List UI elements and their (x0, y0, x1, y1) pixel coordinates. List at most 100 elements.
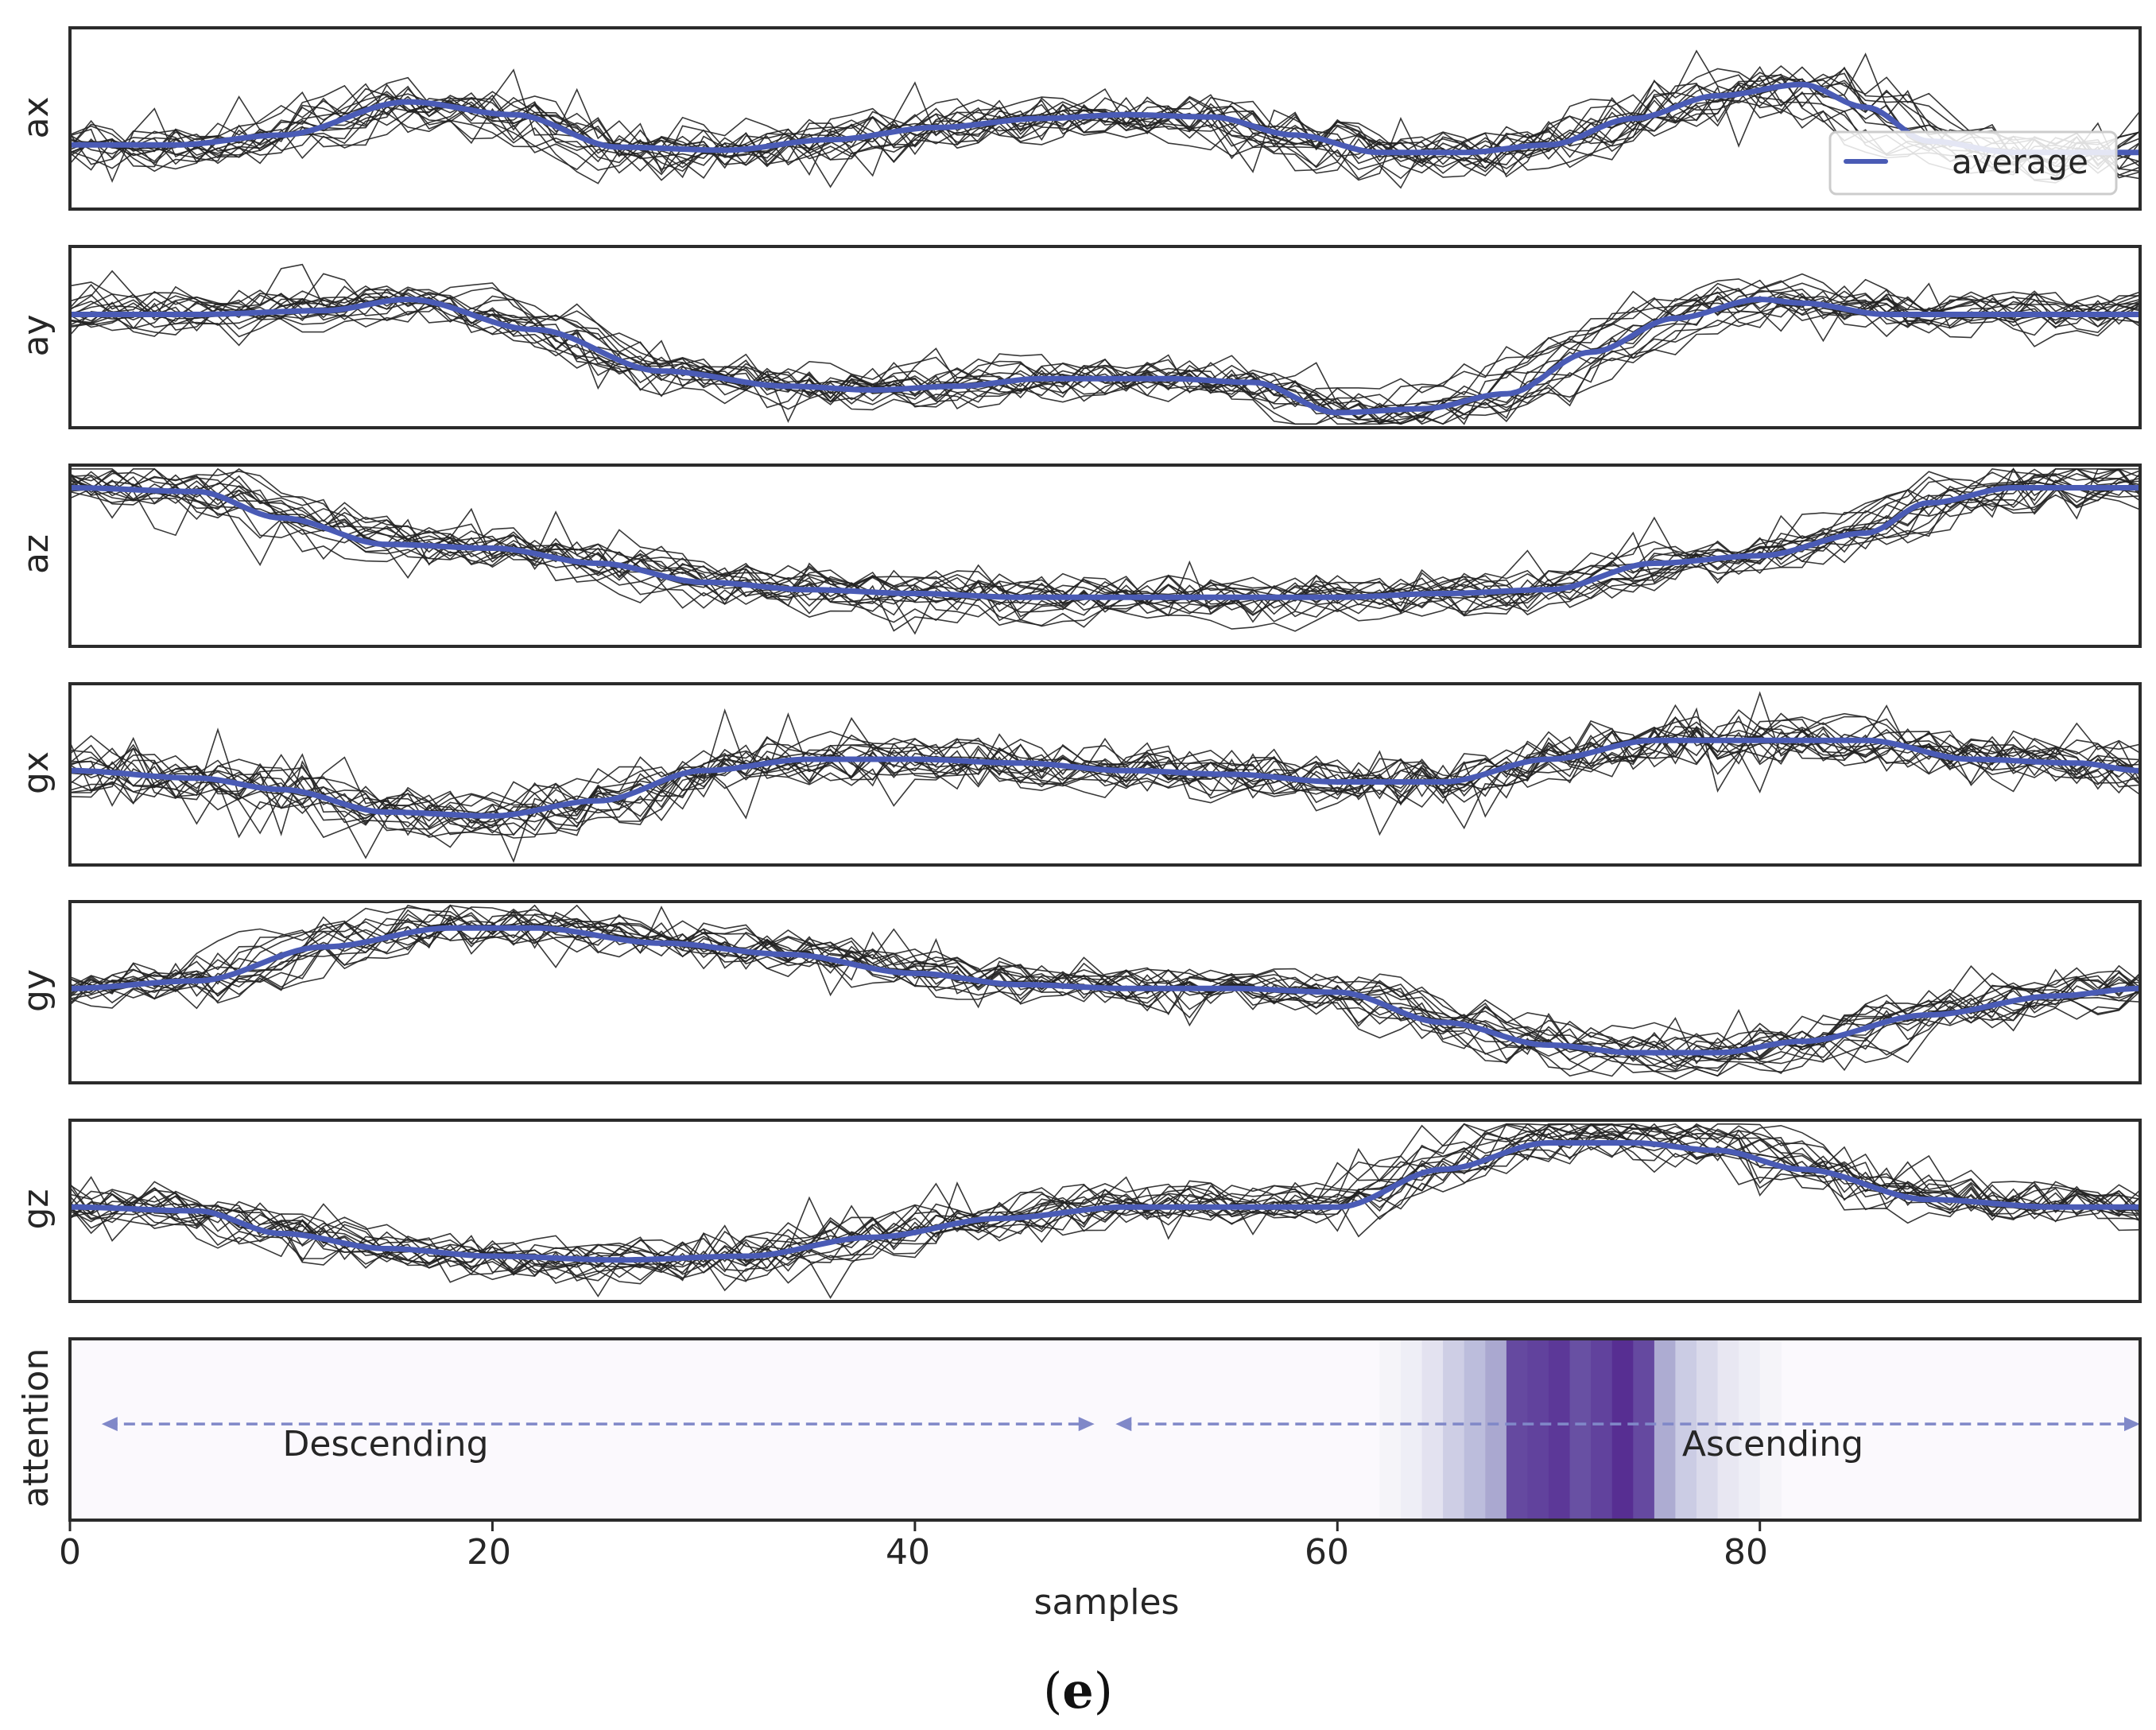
sample-trace-gx (70, 704, 2140, 836)
average-line-ax (70, 81, 2140, 156)
sample-trace-gy (70, 910, 2140, 1080)
average-line-gy (70, 925, 2140, 1056)
sample-trace-gx (70, 716, 2140, 836)
annotation-descending-label: Descending (283, 1424, 489, 1464)
sample-trace-gy (70, 917, 2140, 1073)
attention-cell-73 (1611, 1339, 1634, 1520)
ylabel-ay: ay (16, 314, 56, 356)
sample-trace-ay (70, 297, 2140, 425)
sample-trace-ax (70, 80, 2140, 176)
sample-trace-gz (70, 1126, 2140, 1285)
sample-trace-gz (70, 1123, 2140, 1284)
panel-ax (68, 26, 2142, 211)
attention-cell-78 (1717, 1339, 1739, 1520)
average-line-ay (70, 297, 2140, 416)
attention-cell-65 (1443, 1339, 1465, 1520)
annotation-arrow-descending-head-right (1078, 1417, 1095, 1432)
figure-caption: (e) (1043, 1662, 1113, 1720)
legend-box (1828, 130, 2118, 196)
sample-trace-gz (70, 1131, 2140, 1266)
panel-az (68, 464, 2142, 648)
attention-cell-62 (1379, 1339, 1402, 1520)
ylabel-gy: gy (16, 969, 56, 1012)
sample-trace-az (70, 468, 2140, 615)
sample-trace-gz (70, 1125, 2140, 1268)
caption-close: ) (1094, 1662, 1113, 1720)
annotation-ascending-label: Ascending (1682, 1424, 1863, 1464)
signal-panels (68, 26, 2142, 1531)
sample-trace-az (70, 467, 2140, 627)
y-axis-labels: ax ay az gx gy gz attention (16, 96, 56, 1507)
sample-trace-ax (70, 73, 2140, 184)
sample-trace-gx (70, 691, 2140, 836)
panel-gz-plot-area (70, 1123, 2140, 1299)
ylabel-gz: gz (16, 1189, 56, 1229)
panel-az-plot-area (70, 467, 2140, 635)
x-axis-label: samples (1034, 1582, 1180, 1623)
panel-ay-plot-area (70, 263, 2140, 425)
xtick-label-60: 60 (1305, 1532, 1349, 1573)
panel-gz (68, 1119, 2142, 1303)
attention-cell-74 (1633, 1339, 1655, 1520)
attention-cell-72 (1591, 1339, 1613, 1520)
panel-frame-gx (68, 682, 2142, 867)
average-line-gz (70, 1140, 2140, 1263)
sample-trace-gy (70, 917, 2140, 1070)
legend-average-label: average (1952, 142, 2088, 181)
sample-trace-gz (70, 1123, 2140, 1299)
panel-attention (68, 1337, 2142, 1531)
attention-cell-77 (1696, 1339, 1719, 1520)
ylabel-gx: gx (16, 751, 56, 794)
attention-cell-68 (1506, 1339, 1529, 1520)
attention-cell-71 (1569, 1339, 1592, 1520)
attention-background (70, 1339, 2140, 1520)
panel-ay (68, 245, 2142, 429)
sample-trace-az (70, 483, 2140, 602)
annotation-arrow-ascending-head-left (1115, 1417, 1132, 1432)
attention-cell-63 (1401, 1339, 1423, 1520)
attention-cell-67 (1485, 1339, 1507, 1520)
average-line-gx (70, 737, 2140, 819)
attention-cell-70 (1549, 1339, 1571, 1520)
panel-ax-plot-area (70, 49, 2140, 189)
sample-trace-gz (70, 1138, 2140, 1274)
sample-trace-ay (70, 282, 2140, 415)
sample-trace-gx (70, 721, 2140, 839)
attention-cell-79 (1739, 1339, 1761, 1520)
panel-frame-ax (68, 26, 2142, 211)
panel-gx-plot-area (70, 691, 2140, 863)
sample-trace-gy (70, 906, 2140, 1073)
panel-frame-gy (68, 900, 2142, 1084)
caption-letter: e (1062, 1662, 1093, 1720)
panel-frame-gz (68, 1119, 2142, 1303)
attention-cell-69 (1527, 1339, 1549, 1520)
attention-cell-64 (1421, 1339, 1444, 1520)
xtick-label-80: 80 (1724, 1532, 1768, 1573)
sample-trace-ay (70, 270, 2140, 425)
legend: average (1828, 130, 2118, 196)
x-tick-labels: 0 20 40 60 80 (59, 1532, 1768, 1573)
ylabel-attention: attention (16, 1348, 56, 1508)
panel-frame-az (68, 464, 2142, 648)
sample-trace-gx (70, 725, 2140, 837)
sample-trace-gx (70, 712, 2140, 863)
panel-frame-attention (68, 1337, 2142, 1522)
annotation-arrow-ascending-head-right (2124, 1417, 2140, 1432)
panel-gy (68, 900, 2142, 1084)
attention-cell-75 (1654, 1339, 1677, 1520)
ylabel-ax: ax (16, 96, 56, 138)
panel-frame-ay (68, 245, 2142, 429)
xtick-label-20: 20 (467, 1532, 511, 1573)
sample-trace-az (70, 482, 2140, 610)
xtick-label-40: 40 (886, 1532, 930, 1573)
sample-trace-gy (70, 915, 2140, 1065)
sample-trace-ax (70, 52, 2140, 179)
sample-trace-gz (70, 1123, 2140, 1270)
sample-trace-az (70, 486, 2140, 622)
average-line-az (70, 485, 2140, 600)
attention-cell-80 (1759, 1339, 1782, 1520)
annotation-arrow-descending-head-left (101, 1417, 118, 1432)
panel-gx (68, 682, 2142, 867)
xtick-label-0: 0 (59, 1532, 81, 1573)
